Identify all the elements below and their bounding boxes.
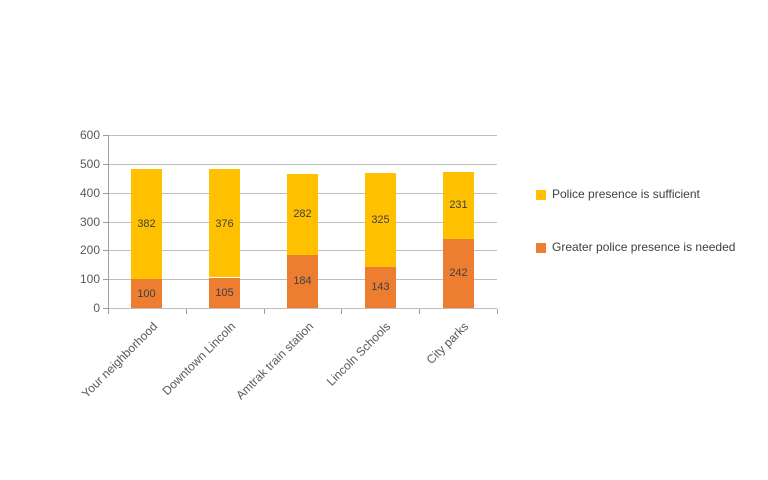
y-axis-tick [103,279,108,280]
segment-value-label: 105 [215,287,234,299]
y-tick-label: 0 [93,301,100,315]
x-axis-tick [264,309,265,314]
legend-swatch-icon [536,242,546,253]
bar-segment-needed [287,255,318,308]
x-axis-tick [419,309,420,314]
x-axis-tick [108,309,109,314]
bar-segment-needed [443,238,474,308]
segment-value-label: 382 [137,218,156,230]
y-axis-tick [103,222,108,223]
y-tick-label: 100 [79,272,100,286]
segment-value-label: 376 [215,218,234,230]
bar-segment-needed [365,267,396,308]
bar-segment-sufficient [131,169,162,279]
segment-value-label: 100 [137,288,156,300]
bar-segment-sufficient [443,172,474,239]
x-category-label: Your neighborhood [78,319,161,401]
legend-swatch-icon [536,189,546,200]
y-axis-tick [103,250,108,251]
segment-value-label: 184 [293,275,312,287]
legend-item: Police presence is sufficient [536,188,700,201]
y-axis-tick [103,164,108,165]
segment-value-label: 143 [371,281,390,293]
x-category-label: Amtrak train station [233,319,317,403]
segment-value-label: 325 [371,214,390,226]
y-axis-line [108,135,109,309]
gridline [108,164,497,165]
y-tick-label: 600 [79,128,100,142]
segment-value-label: 231 [449,199,468,211]
segment-value-label: 242 [449,267,468,279]
legend-item: Greater police presence is needed [536,241,735,254]
bar-segment-sufficient [365,173,396,267]
x-category-label: City parks [423,319,472,367]
bar-segment-sufficient [209,169,240,277]
legend-label: Police presence is sufficient [552,187,700,201]
x-category-label: Downtown Lincoln [159,319,239,399]
x-axis-tick [497,309,498,314]
y-axis-tick [103,135,108,136]
x-axis-tick [341,309,342,314]
bar-segment-needed [131,279,162,308]
bar-segment-needed [209,278,240,308]
y-tick-label: 500 [79,157,100,171]
bar-segment-sufficient [287,174,318,255]
x-axis-tick [186,309,187,314]
y-tick-label: 400 [79,186,100,200]
segment-value-label: 282 [293,208,312,220]
y-tick-label: 300 [79,215,100,229]
legend-label: Greater police presence is needed [552,240,736,254]
x-category-label: Lincoln Schools [323,319,394,389]
y-tick-label: 200 [79,243,100,257]
gridline [108,135,497,136]
y-axis-tick [103,308,108,309]
gridline [108,308,497,309]
y-axis-tick [103,193,108,194]
